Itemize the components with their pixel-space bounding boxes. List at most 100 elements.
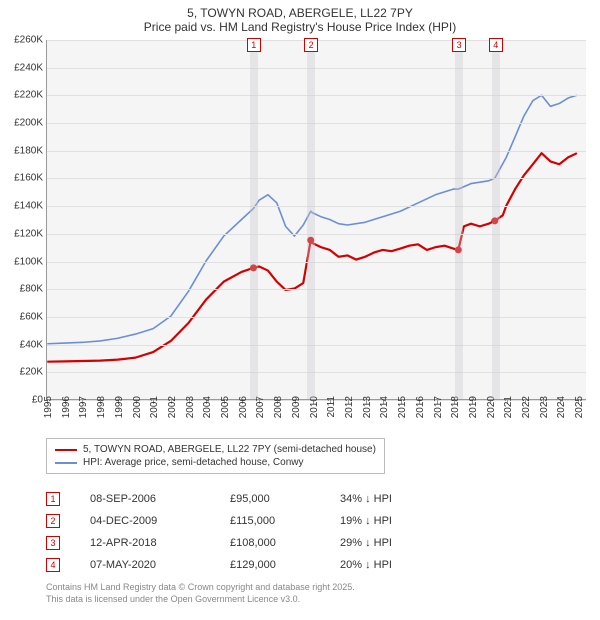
marker-band (250, 40, 258, 399)
tx-number-box: 3 (46, 536, 60, 550)
marker-box: 4 (489, 38, 503, 52)
tx-price: £129,000 (230, 559, 340, 571)
transaction-row: 3 12-APR-2018£108,00029% ↓ HPI (46, 532, 440, 554)
legend-item-price-paid: 5, TOWYN ROAD, ABERGELE, LL22 7PY (semi-… (55, 443, 376, 456)
x-axis-label: 2002 (167, 396, 178, 418)
x-axis-label: 2008 (273, 396, 284, 418)
y-axis-label: £160K (1, 173, 43, 184)
gridline (47, 289, 586, 290)
x-axis-label: 2011 (326, 396, 337, 418)
x-axis-label: 2015 (397, 396, 408, 418)
legend-label: 5, TOWYN ROAD, ABERGELE, LL22 7PY (semi-… (83, 444, 376, 455)
gridline (47, 262, 586, 263)
attribution-line1: Contains HM Land Registry data © Crown c… (46, 582, 355, 594)
y-axis-label: £140K (1, 201, 43, 212)
y-axis-label: £200K (1, 118, 43, 129)
attribution: Contains HM Land Registry data © Crown c… (46, 582, 355, 605)
tx-date: 07-MAY-2020 (90, 559, 230, 571)
y-axis-label: £100K (1, 256, 43, 267)
y-axis-label: £20K (1, 367, 43, 378)
x-axis-label: 2010 (309, 396, 320, 418)
gridline (47, 345, 586, 346)
legend-item-hpi: HPI: Average price, semi-detached house,… (55, 456, 376, 469)
y-axis-label: £180K (1, 145, 43, 156)
x-axis-label: 1995 (43, 396, 54, 418)
x-axis-label: 2025 (574, 396, 585, 418)
legend-label: HPI: Average price, semi-detached house,… (83, 457, 304, 468)
tx-number-box: 1 (46, 492, 60, 506)
tx-number-box: 4 (46, 558, 60, 572)
tx-date: 12-APR-2018 (90, 537, 230, 549)
gridline (47, 123, 586, 124)
legend: 5, TOWYN ROAD, ABERGELE, LL22 7PY (semi-… (46, 438, 385, 474)
tx-number-box: 2 (46, 514, 60, 528)
marker-band (492, 40, 500, 399)
x-axis-label: 2024 (556, 396, 567, 418)
title-address: 5, TOWYN ROAD, ABERGELE, LL22 7PY (10, 6, 590, 20)
legend-swatch (55, 449, 77, 451)
x-axis-label: 2023 (539, 396, 550, 418)
x-axis-label: 2001 (149, 396, 160, 418)
marker-box: 3 (452, 38, 466, 52)
tx-diff: 20% ↓ HPI (340, 559, 440, 571)
x-axis-label: 2003 (185, 396, 196, 418)
tx-diff: 19% ↓ HPI (340, 515, 440, 527)
tx-price: £95,000 (230, 493, 340, 505)
chart-plot-area: £0£20K£40K£60K£80K£100K£120K£140K£160K£1… (46, 40, 586, 400)
x-axis-label: 2017 (433, 396, 444, 418)
tx-date: 08-SEP-2006 (90, 493, 230, 505)
x-axis-label: 1999 (114, 396, 125, 418)
gridline (47, 234, 586, 235)
marker-box: 2 (304, 38, 318, 52)
x-axis-label: 1998 (96, 396, 107, 418)
gridline (47, 68, 586, 69)
x-axis-label: 2020 (486, 396, 497, 418)
x-axis-label: 1996 (61, 396, 72, 418)
x-axis-label: 2022 (521, 396, 532, 418)
x-axis-label: 2007 (255, 396, 266, 418)
y-axis-label: £260K (1, 35, 43, 46)
x-axis-label: 2016 (415, 396, 426, 418)
gridline (47, 95, 586, 96)
chart-container: 5, TOWYN ROAD, ABERGELE, LL22 7PY Price … (0, 0, 600, 620)
attribution-line2: This data is licensed under the Open Gov… (46, 594, 355, 606)
tx-diff: 29% ↓ HPI (340, 537, 440, 549)
x-axis-label: 2012 (344, 396, 355, 418)
x-axis-label: 2014 (379, 396, 390, 418)
y-axis-label: £0 (1, 395, 43, 406)
x-axis-label: 2005 (220, 396, 231, 418)
gridline (47, 317, 586, 318)
title-subtitle: Price paid vs. HM Land Registry's House … (10, 20, 590, 34)
y-axis-label: £80K (1, 284, 43, 295)
marker-band (307, 40, 315, 399)
y-axis-label: £40K (1, 339, 43, 350)
transaction-row: 4 07-MAY-2020£129,00020% ↓ HPI (46, 554, 440, 576)
gridline (47, 178, 586, 179)
x-axis-label: 2019 (468, 396, 479, 418)
x-axis-label: 1997 (78, 396, 89, 418)
transaction-row: 2 04-DEC-2009£115,00019% ↓ HPI (46, 510, 440, 532)
x-axis-label: 2009 (291, 396, 302, 418)
tx-price: £115,000 (230, 515, 340, 527)
y-axis-label: £220K (1, 90, 43, 101)
marker-band (455, 40, 463, 399)
x-axis-label: 2013 (362, 396, 373, 418)
transactions-table: 1 08-SEP-2006£95,00034% ↓ HPI 2 04-DEC-2009… (46, 488, 440, 576)
x-axis-label: 2000 (132, 396, 143, 418)
y-axis-label: £120K (1, 228, 43, 239)
title-block: 5, TOWYN ROAD, ABERGELE, LL22 7PY Price … (0, 0, 600, 36)
legend-swatch (55, 462, 77, 464)
transaction-row: 1 08-SEP-2006£95,00034% ↓ HPI (46, 488, 440, 510)
tx-diff: 34% ↓ HPI (340, 493, 440, 505)
x-axis-label: 2006 (238, 396, 249, 418)
marker-box: 1 (247, 38, 261, 52)
tx-price: £108,000 (230, 537, 340, 549)
gridline (47, 151, 586, 152)
x-axis-label: 2004 (202, 396, 213, 418)
y-axis-label: £60K (1, 311, 43, 322)
x-axis-label: 2018 (450, 396, 461, 418)
x-axis-label: 2021 (503, 396, 514, 418)
gridline (47, 206, 586, 207)
tx-date: 04-DEC-2009 (90, 515, 230, 527)
y-axis-label: £240K (1, 62, 43, 73)
